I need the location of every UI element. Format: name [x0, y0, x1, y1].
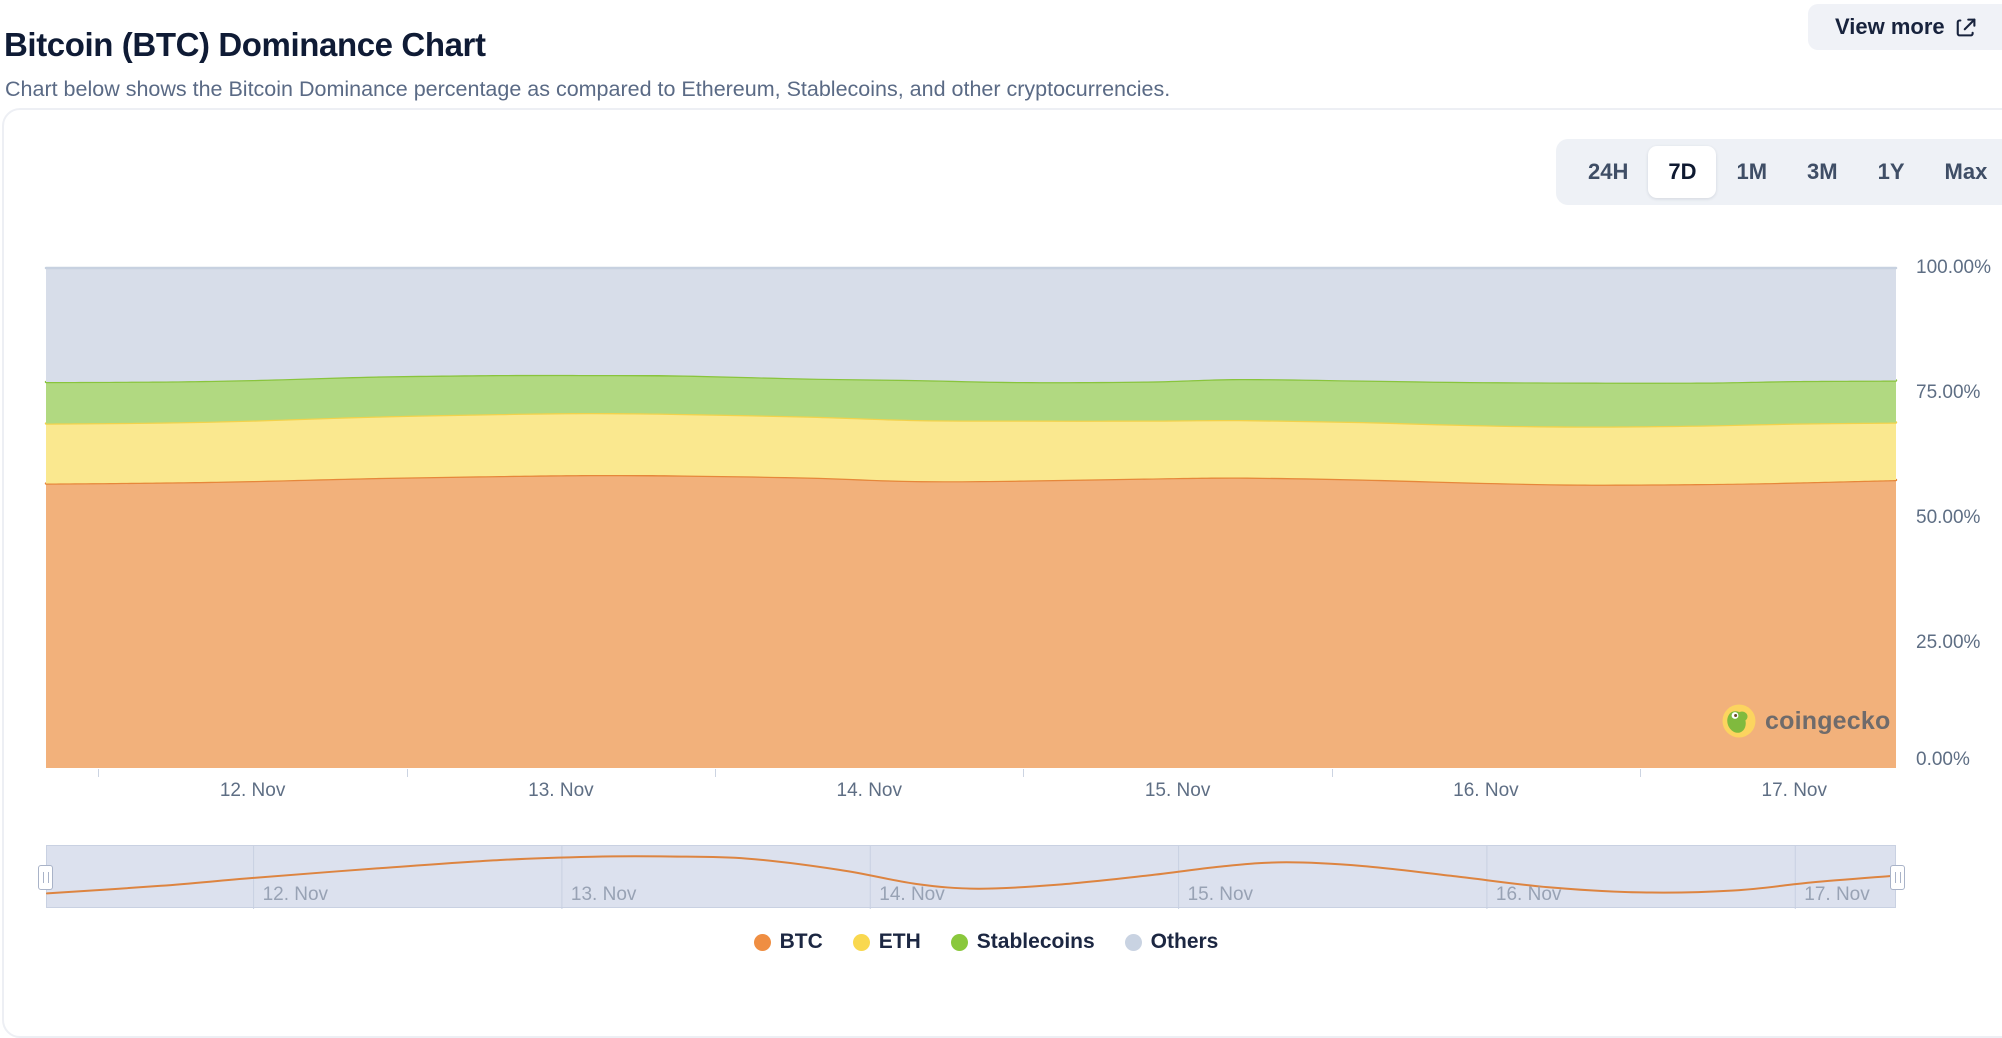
x-axis-tick [406, 769, 408, 777]
page-subtitle: Chart below shows the Bitcoin Dominance … [5, 76, 1171, 101]
x-axis-label: 17. Nov [1761, 780, 1827, 801]
legend-label: ETH [878, 930, 921, 953]
page-title: Bitcoin (BTC) Dominance Chart [4, 26, 486, 64]
navigator-date-label: 16. Nov [1495, 884, 1562, 905]
range-option-24h[interactable]: 24H [1588, 159, 1629, 184]
range-option-3m[interactable]: 3M [1807, 159, 1838, 184]
area-stablecoins [46, 374, 1896, 427]
legend-label: BTC [779, 930, 823, 953]
time-range-selector: 24H 7D 1M 3M 1Y Max [1556, 139, 2002, 205]
x-axis-label: 15. Nov [1144, 780, 1211, 801]
x-axis-label: 14. Nov [836, 780, 902, 801]
navigator-preview-chart[interactable] [46, 846, 1898, 909]
range-option-1m[interactable]: 1M [1736, 159, 1768, 184]
view-more-button[interactable]: View more [1808, 4, 2002, 50]
legend-dot-stablecoins [950, 933, 968, 951]
view-more-label: View more [1835, 14, 1945, 39]
legend-dot-btc [753, 933, 771, 951]
chart-legend: BTC ETH Stablecoins Others [0, 930, 1972, 954]
legend-item-eth[interactable]: ETH [852, 930, 921, 954]
navigator-date-label: 13. Nov [570, 884, 637, 905]
x-axis-tick [1640, 769, 1642, 777]
range-option-7d[interactable]: 7D [1648, 146, 1717, 198]
y-axis-label: 100.00% [1916, 257, 1992, 278]
y-axis-label: 25.00% [1916, 632, 1981, 653]
coingecko-gecko-icon [1722, 704, 1756, 738]
legend-item-btc[interactable]: BTC [753, 930, 823, 954]
navigator-date-label: 17. Nov [1804, 884, 1870, 905]
legend-dot-eth [852, 933, 870, 951]
navigator-left-handle[interactable] [38, 865, 53, 890]
chart-navigator[interactable]: 12. Nov 13. Nov 14. Nov 15. Nov 16. Nov 17. N… [38, 845, 1905, 909]
line-eth [44, 411, 1898, 428]
x-axis-label: 12. Nov [219, 780, 286, 801]
x-axis-tick [1331, 769, 1333, 777]
area-others [46, 268, 1896, 383]
area-eth [46, 413, 1896, 485]
y-axis-label: 50.00% [1916, 507, 1981, 528]
external-link-icon [1956, 17, 1977, 38]
legend-item-stablecoins[interactable]: Stablecoins [950, 930, 1095, 954]
coingecko-watermark-label: coingecko [1765, 706, 1891, 735]
x-axis-label: 13. Nov [528, 780, 594, 801]
navigator-date-label: 14. Nov [879, 884, 945, 905]
y-axis-label: 0.00% [1916, 749, 1970, 770]
navigator-right-handle[interactable] [1890, 865, 1905, 890]
legend-label: Others [1150, 930, 1219, 953]
range-option-1y[interactable]: 1Y [1877, 159, 1905, 184]
range-option-max[interactable]: Max [1944, 159, 1988, 184]
y-axis-label: 75.00% [1916, 382, 1981, 403]
dominance-area-chart[interactable] [44, 266, 1898, 768]
x-axis-tick [98, 769, 100, 777]
coingecko-watermark[interactable]: coingecko [1722, 704, 1890, 738]
navigator-date-label: 12. Nov [262, 884, 329, 905]
legend-item-others[interactable]: Others [1124, 930, 1219, 954]
area-btc [46, 474, 1896, 768]
x-axis-label: 16. Nov [1453, 780, 1519, 801]
x-axis-tick [1023, 769, 1025, 777]
x-axis-tick [715, 769, 717, 777]
navigator-date-label: 15. Nov [1187, 884, 1254, 905]
legend-dot-others [1124, 933, 1142, 951]
legend-label: Stablecoins [976, 930, 1095, 953]
